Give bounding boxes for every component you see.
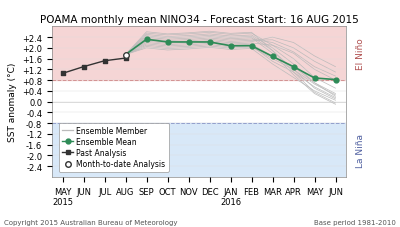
Point (227, 45, 234, 48)
Point (290, 66, 297, 69)
Point (122, 54, 129, 57)
Point (164, 41, 171, 44)
Point (80, 66, 87, 69)
Text: El Niño: El Niño (356, 38, 365, 70)
Title: POAMA monthly mean NINO34 - Forecast Start: 16 AUG 2015: POAMA monthly mean NINO34 - Forecast Sta… (40, 15, 358, 25)
Bar (52, 27, 346, 81)
Text: Base period 1981-2010: Base period 1981-2010 (314, 219, 396, 225)
Legend: Ensemble Member, Ensemble Mean, Past Analysis, Month-to-date Analysis: Ensemble Member, Ensemble Mean, Past Ana… (59, 123, 168, 172)
Text: La Niña: La Niña (356, 133, 365, 167)
Point (185, 41, 192, 44)
Text: Copyright 2015 Australian Bureau of Meteorology: Copyright 2015 Australian Bureau of Mete… (4, 219, 178, 225)
Point (269, 55, 276, 59)
Point (143, 38, 150, 42)
Point (311, 77, 318, 80)
Point (59, 72, 66, 76)
Point (122, 57, 129, 61)
Y-axis label: SST anomaly (°C): SST anomaly (°C) (8, 63, 16, 142)
Point (101, 60, 108, 63)
Point (122, 54, 129, 57)
Point (206, 41, 213, 44)
Bar (52, 123, 346, 177)
Point (248, 45, 255, 48)
Point (332, 78, 339, 82)
